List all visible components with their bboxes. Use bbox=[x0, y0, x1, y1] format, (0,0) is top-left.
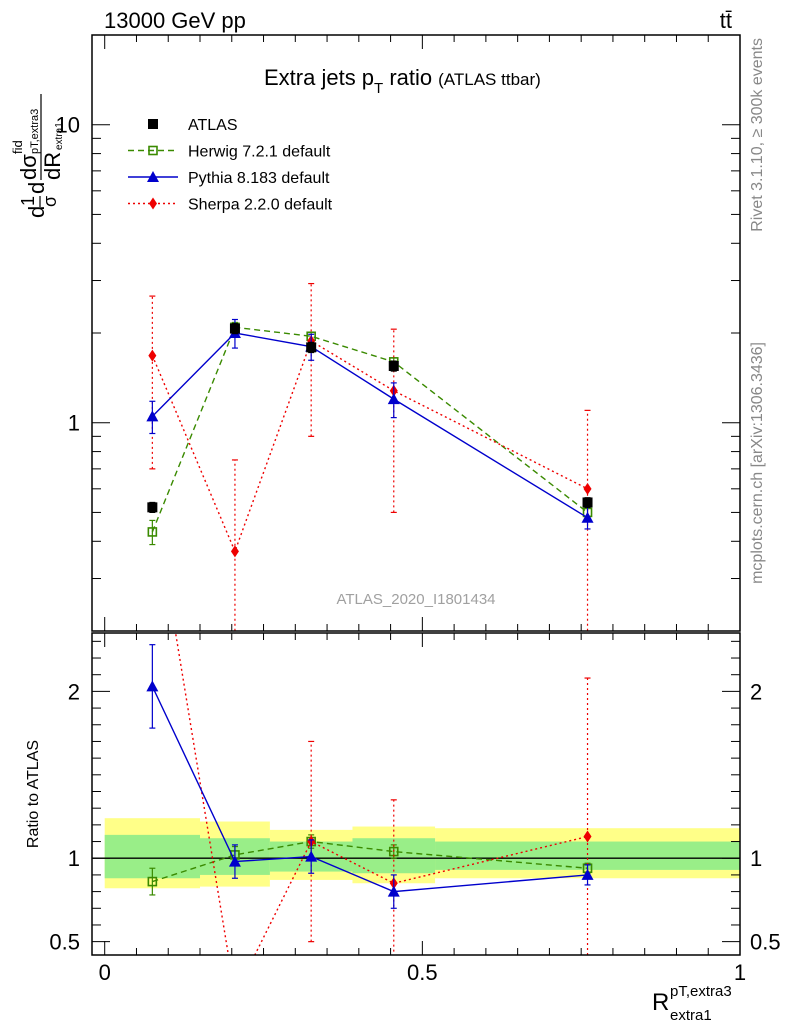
pythia-8-183-default-point-0 bbox=[146, 410, 159, 422]
sherpa-2-2-0-default-ratio-point-1 bbox=[231, 989, 239, 1001]
process-label: tt̄ bbox=[720, 8, 732, 33]
legend-marker-sherpa-2-2-0-default bbox=[149, 197, 157, 210]
mcplots-label: mcplots.cern.ch [arXiv:1306.3436] bbox=[749, 342, 766, 584]
x-tick-label-1: 1 bbox=[734, 960, 746, 985]
pythia-8-183-default-point-3 bbox=[387, 393, 400, 405]
main-y-tick-label-10: 10 bbox=[56, 113, 80, 138]
ratio-y-tick-label-left-0.5: 0.5 bbox=[49, 930, 80, 955]
y-label-fid: fid bbox=[10, 140, 25, 154]
ratio-y-tick-label-right-1: 1 bbox=[750, 846, 762, 871]
legend-label-pythia-8-183-default: Pythia 8.183 default bbox=[188, 170, 330, 187]
ratio-plot-frame bbox=[91, 632, 741, 956]
x-axis-label: R pT,extra3 extra1 bbox=[652, 983, 732, 1024]
pythia-8-183-default-ratio-point-0 bbox=[146, 680, 159, 692]
analysis-watermark: ATLAS_2020_I1801434 bbox=[336, 591, 495, 608]
rivet-version-label: Rivet 3.1.10, ≥ 300k events bbox=[749, 38, 766, 232]
atlas-point-4 bbox=[582, 497, 593, 508]
ratio-y-tick-label-left-1: 1 bbox=[68, 846, 80, 871]
atlas-point-1 bbox=[229, 323, 240, 334]
y-label-extra1-sub: extra1 bbox=[54, 122, 65, 150]
y-label-pt-sub: pT,extra3 bbox=[29, 109, 41, 154]
pythia-8-183-default-ratio-point-3 bbox=[387, 885, 400, 897]
ratio-y-tick-label-right-2: 2 bbox=[750, 679, 762, 704]
legend-label-sherpa-2-2-0-default: Sherpa 2.2.0 default bbox=[188, 197, 333, 214]
main-y-tick-label-1: 1 bbox=[68, 411, 80, 436]
ratio-y-axis-label: Ratio to ATLAS bbox=[25, 740, 42, 848]
legend-label-atlas: ATLAS bbox=[188, 117, 238, 134]
y-label-d: d bbox=[24, 206, 49, 218]
ratio-plot-series bbox=[146, 485, 594, 1001]
ratio-uncertainty-bands bbox=[92, 818, 740, 889]
y-label-sigma: σ bbox=[40, 196, 60, 207]
pythia-8-183-default-ratio-point-4 bbox=[581, 868, 594, 880]
legend-label-herwig-7-2-1-default: Herwig 7.2.1 default bbox=[188, 144, 331, 161]
y-label-one: 1 bbox=[18, 196, 38, 206]
herwig-7-2-1-default-line bbox=[151, 326, 588, 533]
atlas-point-2 bbox=[306, 342, 317, 353]
pythia-8-183-default-line bbox=[151, 332, 588, 519]
main-plot-series bbox=[146, 282, 594, 631]
sherpa-2-2-0-default-point-4 bbox=[583, 482, 592, 495]
legend-marker-atlas bbox=[148, 119, 158, 129]
sherpa-2-2-0-default-ratio-point-0 bbox=[148, 485, 156, 497]
x-tick-label-0.5: 0.5 bbox=[407, 960, 438, 985]
y-axis-label: d 1 σ d dσ fid dR pT,extra3 extra1 bbox=[10, 94, 65, 218]
atlas-point-3 bbox=[388, 360, 399, 371]
herwig-7-2-1-default-point-0 bbox=[147, 527, 158, 537]
chart-title: Extra jets pT ratio (ATLAS ttbar) bbox=[264, 65, 541, 97]
legend-marker-herwig-7-2-1-default bbox=[148, 145, 158, 156]
legend: ATLAS Herwig 7.2.1 default Pythia 8.183 de… bbox=[128, 117, 333, 214]
sherpa-2-2-0-default-point-1 bbox=[230, 545, 239, 558]
x-label-main: R bbox=[652, 989, 669, 1016]
ratio-y-tick-label-left-2: 2 bbox=[68, 679, 80, 704]
legend-marker-pythia-8-183-default bbox=[147, 171, 159, 182]
sherpa-2-2-0-default-line bbox=[151, 339, 588, 554]
x-label-sub: extra1 bbox=[670, 1007, 712, 1024]
y-label-dsigma: dσ bbox=[16, 154, 41, 180]
sherpa-2-2-0-default-ratio-line bbox=[174, 633, 588, 955]
pythia-8-183-default-ratio-point-1 bbox=[228, 855, 241, 867]
y-label-d2: d bbox=[24, 182, 49, 194]
pythia-8-183-default-point-4 bbox=[581, 511, 594, 523]
atlas-point-0 bbox=[147, 502, 158, 513]
x-tick-label-0: 0 bbox=[99, 960, 111, 985]
x-label-sup: pT,extra3 bbox=[670, 983, 732, 1000]
ratio-y-tick-label-right-0.5: 0.5 bbox=[750, 930, 781, 955]
herwig-7-2-1-default-ratio-point-0 bbox=[147, 876, 158, 887]
pythia-8-183-default-ratio-point-2 bbox=[305, 850, 318, 862]
sherpa-2-2-0-default-point-0 bbox=[148, 349, 157, 362]
y-label-dR: dR bbox=[40, 152, 65, 180]
energy-label: 13000 GeV pp bbox=[104, 8, 246, 33]
sherpa-2-2-0-default-ratio-point-4 bbox=[583, 830, 592, 843]
